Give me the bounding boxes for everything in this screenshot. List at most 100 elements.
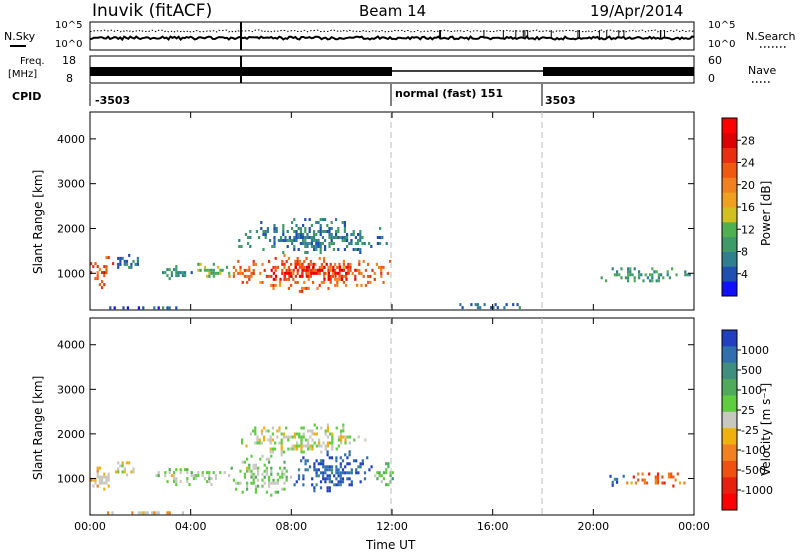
heatmap-cell — [326, 474, 329, 478]
heatmap-cell — [153, 306, 156, 310]
heatmap-cell — [672, 475, 675, 479]
heatmap-cell — [361, 236, 364, 239]
heatmap-cell — [352, 230, 355, 233]
heatmap-cell — [319, 233, 322, 236]
heatmap-cell — [633, 267, 636, 271]
heatmap-cell — [667, 472, 671, 476]
heatmap-cell — [319, 480, 323, 484]
cpid-segment-1: -3503 — [95, 94, 130, 107]
heatmap-cell — [321, 236, 324, 239]
heatmap-cell — [272, 265, 275, 269]
heatmap-cell — [164, 271, 167, 275]
heatmap-cell — [307, 286, 310, 290]
heatmap-cell — [237, 481, 240, 485]
heatmap-cell — [380, 265, 383, 269]
heatmap-cell — [290, 262, 293, 266]
heatmap-cell — [281, 262, 284, 266]
heatmap-cell — [208, 480, 211, 484]
heatmap-cell — [348, 242, 351, 245]
heatmap-cell — [379, 236, 382, 239]
heatmap-cell — [304, 227, 307, 230]
colorbar-tick-label: 28 — [741, 134, 755, 147]
heatmap-cell — [385, 471, 388, 475]
colorbar-swatch — [722, 411, 737, 429]
heatmap-cell — [337, 438, 340, 442]
heatmap-cell — [354, 242, 357, 245]
heatmap-cell — [270, 454, 273, 458]
heatmap-cell — [197, 268, 200, 272]
power-colorbar-ticks: 28 24 20 16 12 8 4 — [737, 134, 755, 281]
heatmap-cell — [302, 233, 305, 236]
heatmap-cell — [319, 268, 322, 272]
heatmap-cell — [105, 478, 108, 482]
heatmap-cell — [629, 267, 632, 271]
heatmap-cell — [177, 274, 180, 278]
heatmap-cell — [346, 477, 349, 481]
colorbar-swatch — [722, 192, 737, 208]
heatmap-cell — [313, 486, 316, 490]
heatmap-cell — [295, 236, 298, 239]
heatmap-cell — [667, 475, 671, 479]
heatmap-cell — [666, 270, 669, 274]
heatmap-cell — [303, 280, 306, 284]
heatmap-cell — [252, 271, 255, 275]
heatmap-cell — [476, 306, 480, 310]
heatmap-cell — [354, 277, 357, 281]
heatmap-cell — [280, 432, 283, 436]
heatmap-cell — [107, 475, 110, 479]
heatmap-cell — [387, 465, 390, 469]
heatmap-cell — [96, 469, 99, 473]
heatmap-cell — [103, 265, 106, 269]
heatmap-cell — [296, 259, 299, 263]
colorbar-tick-label: 24 — [741, 157, 755, 170]
heatmap-cell — [342, 274, 345, 278]
heatmap-cell — [210, 483, 213, 487]
colorbar-swatch — [722, 147, 737, 163]
heatmap-cell — [281, 469, 284, 473]
heatmap-cell — [305, 286, 308, 290]
heatmap-cell — [208, 274, 211, 278]
heatmap-cell — [330, 233, 333, 236]
heatmap-cell — [295, 233, 298, 236]
heatmap-cell — [246, 466, 249, 470]
heatmap-cell — [343, 248, 346, 251]
heatmap-cell — [271, 426, 274, 430]
heatmap-cell — [243, 475, 246, 479]
heatmap-cell — [107, 511, 110, 515]
heatmap-cell — [117, 265, 120, 269]
heatmap-cell — [324, 480, 327, 484]
heatmap-cell — [293, 218, 296, 221]
noise-left-tick-bottom: 10^0 — [55, 39, 82, 50]
heatmap-cell — [184, 274, 187, 278]
colorbar-swatch — [722, 207, 737, 223]
heatmap-cell — [369, 274, 372, 278]
colorbar-swatch — [722, 444, 737, 462]
x-tick-label: 00:00 — [74, 520, 106, 533]
heatmap-cell — [105, 265, 108, 269]
heatmap-cell — [269, 438, 272, 442]
heatmap-cell — [173, 477, 176, 481]
heatmap-cell — [626, 481, 629, 485]
heatmap-cell — [346, 471, 349, 475]
heatmap-cell — [298, 435, 301, 439]
heatmap-cell — [334, 271, 337, 275]
heatmap-cell — [338, 262, 341, 266]
heatmap-cell — [288, 268, 291, 272]
heatmap-cell — [343, 236, 346, 239]
heatmap-cell — [315, 432, 318, 436]
heatmap-cell — [190, 471, 193, 475]
heatmap-cell — [336, 283, 339, 287]
heatmap-cell — [306, 245, 309, 248]
heatmap-cell — [340, 438, 343, 442]
heatmap-cell — [336, 280, 339, 284]
heatmap-cell — [298, 289, 301, 293]
heatmap-cell — [273, 230, 276, 233]
heatmap-cell — [348, 471, 351, 475]
heatmap-cell — [268, 484, 271, 488]
heatmap-cell — [343, 224, 346, 227]
heatmap-cell — [339, 483, 342, 487]
colorbar-swatch — [722, 477, 737, 495]
heatmap-cell — [308, 465, 312, 469]
heatmap-cell — [339, 462, 342, 466]
heatmap-cell — [283, 472, 286, 476]
